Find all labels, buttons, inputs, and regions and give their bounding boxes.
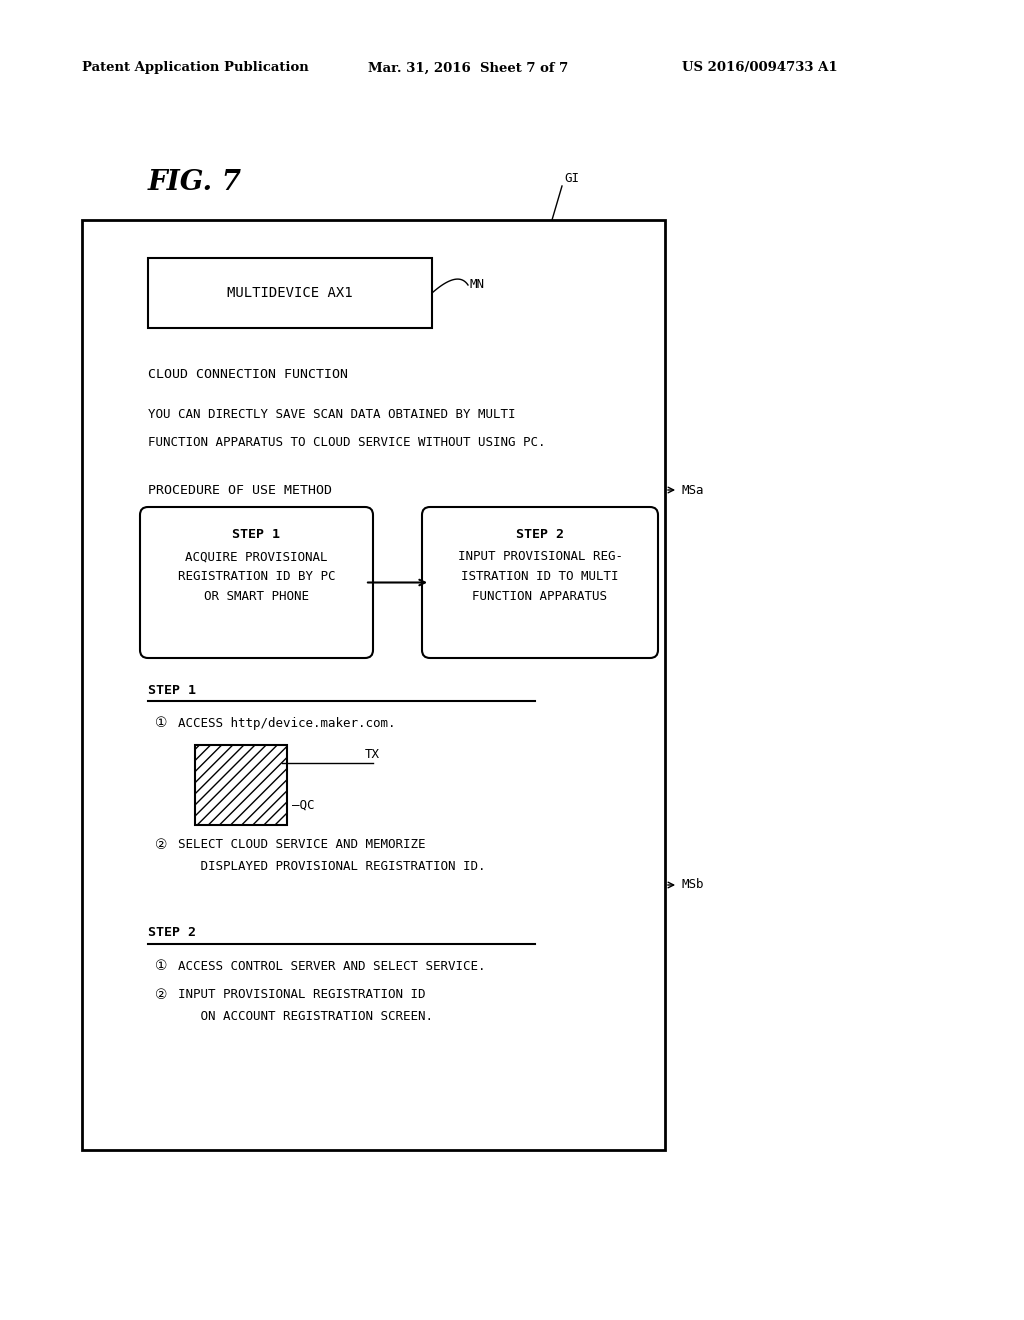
Text: MSa: MSa [682,483,705,496]
Text: ②: ② [155,987,168,1002]
Text: STEP 2: STEP 2 [148,927,196,940]
Text: FUNCTION APPARATUS: FUNCTION APPARATUS [472,590,607,603]
Text: INPUT PROVISIONAL REGISTRATION ID: INPUT PROVISIONAL REGISTRATION ID [178,989,426,1002]
Text: OR SMART PHONE: OR SMART PHONE [204,590,309,603]
Text: YOU CAN DIRECTLY SAVE SCAN DATA OBTAINED BY MULTI: YOU CAN DIRECTLY SAVE SCAN DATA OBTAINED… [148,408,515,421]
Bar [195,744,287,825]
Text: DISPLAYED PROVISIONAL REGISTRATION ID.: DISPLAYED PROVISIONAL REGISTRATION ID. [178,861,485,874]
Text: STEP 2: STEP 2 [516,528,564,541]
FancyBboxPatch shape [140,507,373,657]
Text: MN: MN [470,279,485,292]
Text: MSb: MSb [682,879,705,891]
Text: MULTIDEVICE AX1: MULTIDEVICE AX1 [227,286,353,300]
Text: SELECT CLOUD SERVICE AND MEMORIZE: SELECT CLOUD SERVICE AND MEMORIZE [178,838,426,851]
Text: INPUT PROVISIONAL REG-: INPUT PROVISIONAL REG- [458,550,623,564]
Text: PROCEDURE OF USE METHOD: PROCEDURE OF USE METHOD [148,483,332,496]
Text: GI: GI [564,172,579,185]
Text: REGISTRATION ID BY PC: REGISTRATION ID BY PC [178,570,335,583]
Text: FUNCTION APPARATUS TO CLOUD SERVICE WITHOUT USING PC.: FUNCTION APPARATUS TO CLOUD SERVICE WITH… [148,437,546,450]
Text: STEP 1: STEP 1 [148,684,196,697]
Text: —QC: —QC [292,799,314,812]
FancyBboxPatch shape [422,507,658,657]
Text: ②: ② [155,838,168,851]
Text: Patent Application Publication: Patent Application Publication [82,62,309,74]
Text: US 2016/0094733 A1: US 2016/0094733 A1 [682,62,838,74]
Text: ON ACCOUNT REGISTRATION SCREEN.: ON ACCOUNT REGISTRATION SCREEN. [178,1011,433,1023]
Bar [148,257,432,327]
Text: ACCESS CONTROL SERVER AND SELECT SERVICE.: ACCESS CONTROL SERVER AND SELECT SERVICE… [178,960,485,973]
Text: TX: TX [365,748,380,762]
Bar [82,220,665,1150]
Text: ACQUIRE PROVISIONAL: ACQUIRE PROVISIONAL [185,550,328,564]
Text: ①: ① [155,960,168,973]
Text: CLOUD CONNECTION FUNCTION: CLOUD CONNECTION FUNCTION [148,368,348,381]
Text: ACCESS http/device.maker.com.: ACCESS http/device.maker.com. [178,717,395,730]
Text: ①: ① [155,715,168,730]
Text: ISTRATION ID TO MULTI: ISTRATION ID TO MULTI [461,570,618,583]
Text: STEP 1: STEP 1 [232,528,281,541]
Text: FIG. 7: FIG. 7 [148,169,242,197]
Text: Mar. 31, 2016  Sheet 7 of 7: Mar. 31, 2016 Sheet 7 of 7 [368,62,568,74]
